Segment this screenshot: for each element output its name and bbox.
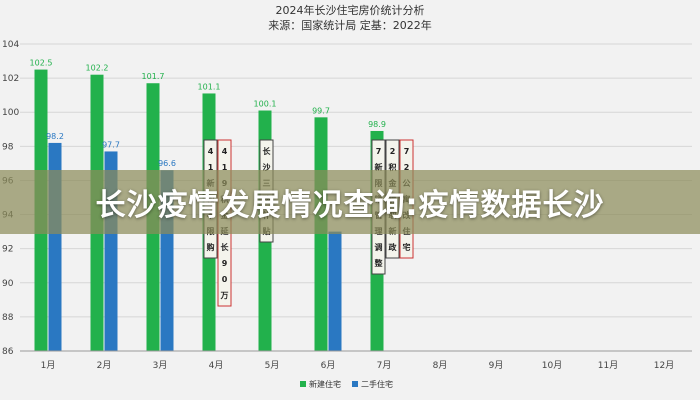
data-label: 96.6 bbox=[158, 159, 176, 168]
chart-subtitle: 来源：国家统计局 定基：2022年 bbox=[268, 18, 432, 32]
data-label: 102.2 bbox=[86, 64, 109, 73]
headline-text: 长沙疫情发展情况查询:疫情数据长沙 bbox=[95, 188, 605, 223]
data-label: 97.7 bbox=[102, 140, 120, 149]
x-tick-label: 9月 bbox=[489, 360, 504, 371]
x-tick-label: 3月 bbox=[153, 360, 168, 371]
x-tick-label: 2月 bbox=[97, 360, 112, 371]
legend-label: 二手住宅 bbox=[361, 379, 393, 389]
y-tick-label: 90 bbox=[2, 279, 14, 289]
data-label: 98.2 bbox=[46, 132, 64, 141]
x-tick-label: 8月 bbox=[433, 360, 448, 371]
chart-title: 2024年长沙住宅房价统计分析 bbox=[276, 3, 425, 17]
x-tick-label: 5月 bbox=[265, 360, 280, 371]
legend: 新建住宅 二手住宅 bbox=[300, 379, 393, 389]
data-label: 101.7 bbox=[142, 72, 165, 81]
x-tick-label: 7月 bbox=[377, 360, 392, 371]
data-label: 101.1 bbox=[198, 82, 221, 91]
headline-banner: 长沙疫情发展情况查询:疫情数据长沙 bbox=[0, 170, 700, 234]
x-tick-label: 11月 bbox=[598, 360, 618, 371]
x-tick-label: 6月 bbox=[321, 360, 336, 371]
legend-swatch bbox=[300, 381, 306, 387]
bar-new-home bbox=[314, 117, 328, 351]
y-tick-label: 100 bbox=[2, 108, 19, 118]
legend-label: 新建住宅 bbox=[309, 379, 341, 389]
x-tick-label: 10月 bbox=[542, 360, 562, 371]
data-label: 100.1 bbox=[254, 100, 277, 109]
y-tick-label: 102 bbox=[2, 74, 19, 84]
legend-swatch bbox=[352, 381, 358, 387]
grid-lines bbox=[20, 43, 692, 352]
data-label: 99.7 bbox=[312, 106, 330, 115]
x-tick-label: 4月 bbox=[209, 360, 224, 371]
data-label: 102.5 bbox=[30, 59, 53, 68]
y-tick-label: 86 bbox=[2, 347, 14, 357]
y-tick-label: 92 bbox=[2, 245, 13, 255]
bar-resale-home bbox=[328, 231, 342, 351]
data-labels: 102.5 102.2 101.7 101.1 100.1 99.7 98.9 98.2 97.… bbox=[30, 59, 386, 169]
x-tick-label: 1月 bbox=[41, 360, 56, 371]
x-axis-ticks: 1月 2月 3月 4月 5月 6月 7月 8月 9月 10月 11月 12月 bbox=[20, 350, 692, 371]
y-tick-label: 98 bbox=[2, 142, 14, 152]
data-label: 98.9 bbox=[368, 120, 386, 129]
y-tick-label: 104 bbox=[2, 40, 19, 50]
y-tick-label: 88 bbox=[2, 313, 14, 323]
x-tick-label: 12月 bbox=[654, 360, 674, 371]
